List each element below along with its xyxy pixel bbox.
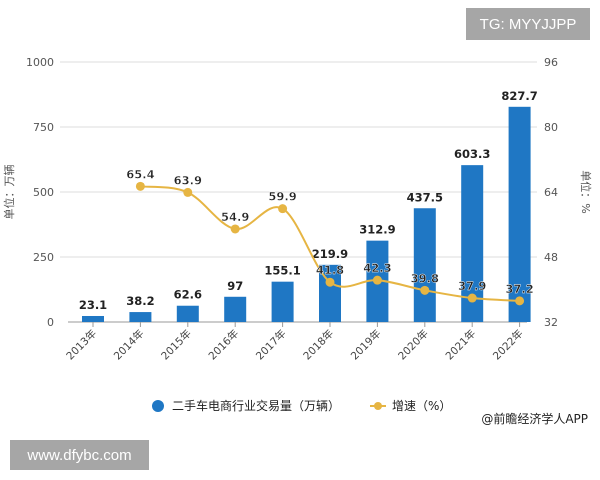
y-right-tick-label: 96: [544, 56, 558, 69]
growth-data-label: 59.9: [268, 190, 296, 204]
legend-bar-marker: [152, 400, 164, 412]
bar-data-label: 38.2: [126, 294, 154, 308]
growth-data-label: 63.9: [174, 173, 202, 187]
bar-data-label: 437.5: [407, 190, 443, 204]
growth-point: [515, 296, 525, 306]
bar: [176, 305, 199, 322]
bar: [82, 315, 104, 322]
bar: [508, 106, 531, 322]
y-right-axis-label: 单位：%: [579, 170, 593, 213]
bar-data-label: 62.6: [174, 288, 202, 302]
growth-data-label: 65.4: [126, 167, 154, 181]
y-left-tick-label: 250: [33, 251, 54, 264]
y-left-tick-label: 1000: [26, 56, 54, 69]
growth-point: [183, 187, 193, 197]
growth-line: [140, 185, 520, 302]
growth-point: [372, 275, 382, 285]
x-tick-label: 2017年: [253, 327, 289, 363]
growth-data-label: 41.8: [316, 263, 344, 277]
bar-data-label: 603.3: [454, 147, 490, 161]
y-right-tick-label: 32: [544, 316, 558, 329]
bar-data-label: 827.7: [501, 89, 537, 103]
bar-data-label: 312.9: [359, 223, 395, 237]
bar: [271, 281, 294, 322]
bar: [224, 296, 247, 322]
bar: [413, 208, 436, 322]
bar-data-label: 97: [227, 279, 243, 293]
x-tick-label: 2013年: [64, 327, 100, 363]
growth-data-label: 37.9: [458, 279, 486, 293]
bar: [461, 165, 484, 322]
growth-point: [135, 181, 145, 191]
growth-point: [278, 204, 288, 214]
growth-point: [230, 224, 240, 234]
growth-data-label: 39.8: [411, 271, 439, 285]
site-badge: www.dfybc.com: [10, 440, 149, 470]
y-left-tick-label: 500: [33, 186, 54, 199]
x-tick-label: 2018年: [301, 327, 337, 363]
y-left-axis-label: 单位：万辆: [2, 165, 16, 220]
legend-line-label: 增速（%）: [392, 399, 451, 413]
y-right-tick-label: 48: [544, 251, 558, 264]
growth-data-label: 37.2: [505, 282, 533, 296]
growth-point: [420, 285, 430, 295]
x-tick-label: 2015年: [158, 327, 194, 363]
x-tick-label: 2021年: [443, 327, 479, 363]
bar: [319, 264, 341, 322]
bar-data-label: 23.1: [79, 298, 107, 312]
growth-point: [325, 277, 335, 287]
x-tick-label: 2014年: [111, 327, 147, 363]
x-tick-label: 2020年: [395, 327, 431, 363]
x-tick-label: 2016年: [206, 327, 242, 363]
tg-badge: TG: MYYJJPP: [466, 8, 590, 40]
source-credit: @前瞻经济学人APP: [481, 412, 588, 426]
legend-bar-label: 二手车电商行业交易量（万辆）: [172, 398, 340, 413]
y-right-tick-label: 64: [544, 186, 558, 199]
x-tick-label: 2019年: [348, 327, 384, 363]
legend-line-dot: [374, 402, 382, 410]
growth-point: [467, 293, 477, 303]
y-right-tick-label: 80: [544, 121, 558, 134]
growth-data-label: 42.3: [363, 261, 391, 275]
x-tick-label: 2022年: [490, 327, 526, 363]
growth-data-label: 54.9: [221, 210, 249, 224]
bar-data-label: 219.9: [312, 247, 348, 261]
bar: [129, 312, 152, 322]
y-left-tick-label: 0: [47, 316, 54, 329]
y-left-tick-label: 750: [33, 121, 54, 134]
bar-data-label: 155.1: [264, 264, 300, 278]
